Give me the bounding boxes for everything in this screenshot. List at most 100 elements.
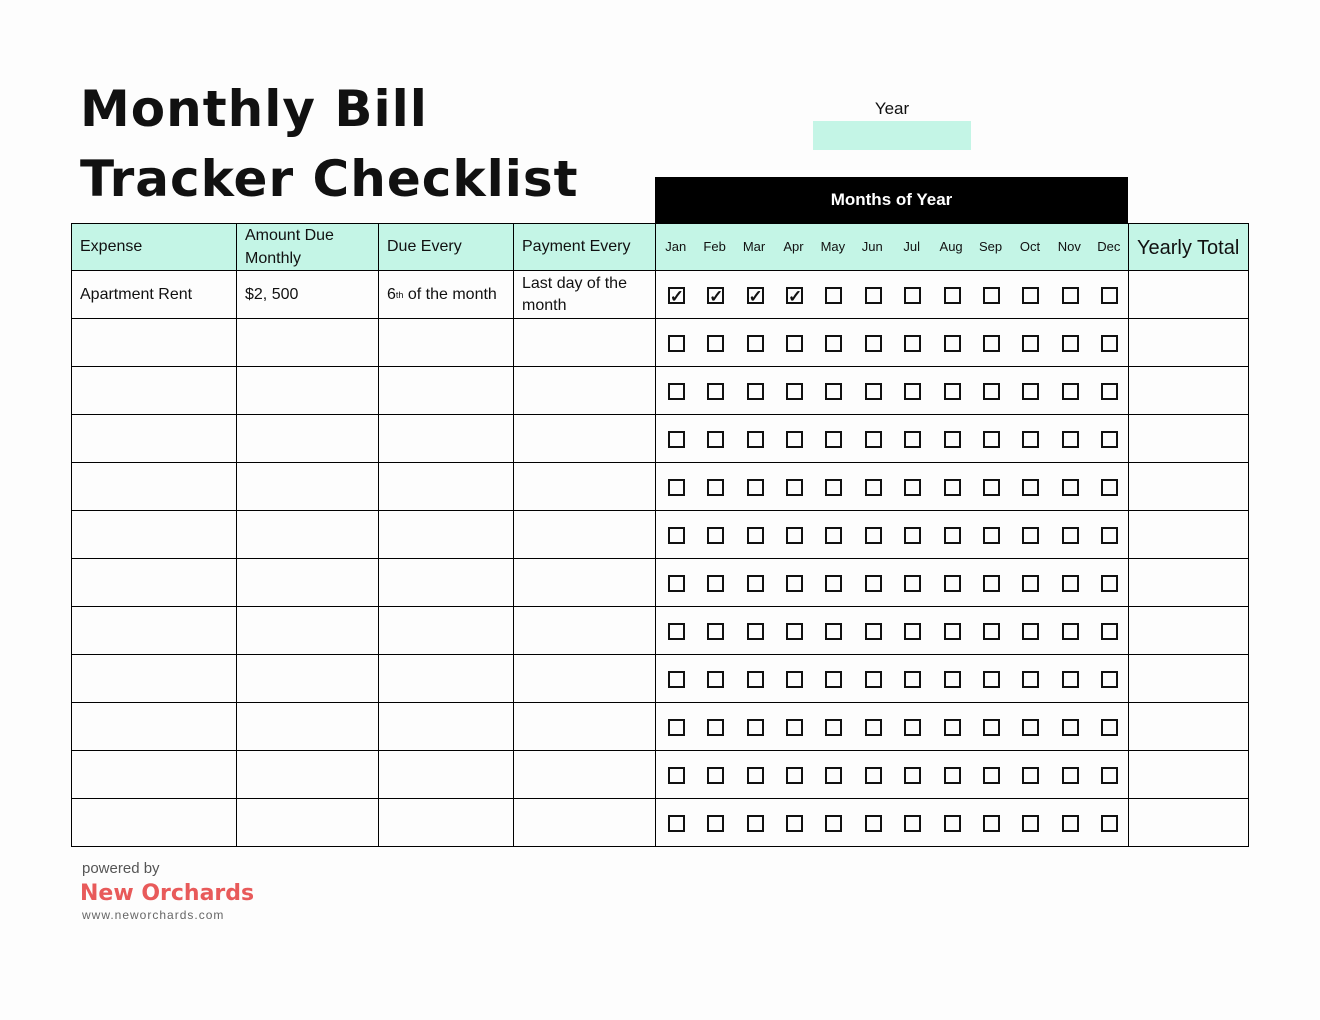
checkbox-mar[interactable] [746,815,764,832]
amount-cell[interactable] [236,510,379,559]
checkbox-oct[interactable] [1022,623,1040,640]
checkbox-jan[interactable] [667,479,685,496]
checkbox-mar[interactable] [746,719,764,736]
checkbox-jun[interactable] [864,671,882,688]
checkbox-may[interactable] [825,815,843,832]
payment-every-cell[interactable] [513,414,656,463]
checkbox-dec[interactable] [1101,527,1119,544]
checkbox-nov[interactable] [1061,527,1079,544]
due-every-cell[interactable] [378,798,514,847]
checkbox-feb[interactable] [707,719,725,736]
checkbox-feb[interactable] [707,575,725,592]
yearly-total-cell[interactable] [1128,798,1249,847]
due-every-cell[interactable] [378,702,514,751]
checkbox-aug[interactable] [943,335,961,352]
checkbox-apr[interactable] [785,335,803,352]
checkbox-mar-checked[interactable] [746,285,764,309]
amount-cell[interactable] [236,654,379,703]
payment-every-cell[interactable]: Last day of the month [513,270,656,319]
amount-cell[interactable] [236,366,379,415]
checkbox-oct[interactable] [1022,431,1040,448]
yearly-total-cell[interactable] [1128,366,1249,415]
payment-every-cell[interactable] [513,558,656,607]
payment-every-cell[interactable] [513,510,656,559]
yearly-total-cell[interactable] [1128,414,1249,463]
checkbox-dec[interactable] [1101,335,1119,352]
checkbox-jul[interactable] [904,479,922,496]
checkbox-apr[interactable] [785,575,803,592]
checkbox-jun[interactable] [864,815,882,832]
checkbox-oct[interactable] [1022,383,1040,400]
amount-cell[interactable] [236,750,379,799]
checkbox-sep[interactable] [983,287,1001,304]
checkbox-mar[interactable] [746,575,764,592]
checkbox-aug[interactable] [943,623,961,640]
checkbox-oct[interactable] [1022,767,1040,784]
checkbox-apr[interactable] [785,623,803,640]
checkbox-may[interactable] [825,527,843,544]
checkbox-nov[interactable] [1061,815,1079,832]
payment-every-cell[interactable] [513,798,656,847]
checkbox-feb[interactable] [707,431,725,448]
year-input[interactable] [813,121,971,150]
checkbox-apr[interactable] [785,527,803,544]
checkbox-oct[interactable] [1022,815,1040,832]
checkbox-jul[interactable] [904,719,922,736]
expense-cell[interactable] [71,366,237,415]
checkbox-jul[interactable] [904,815,922,832]
checkbox-feb[interactable] [707,671,725,688]
checkbox-apr[interactable] [785,431,803,448]
checkbox-jan[interactable] [667,335,685,352]
checkbox-jan[interactable] [667,383,685,400]
checkbox-sep[interactable] [983,623,1001,640]
checkbox-aug[interactable] [943,479,961,496]
checkbox-jun[interactable] [864,575,882,592]
yearly-total-cell[interactable] [1128,318,1249,367]
expense-cell[interactable] [71,558,237,607]
due-every-cell[interactable] [378,750,514,799]
checkbox-may[interactable] [825,479,843,496]
checkbox-jun[interactable] [864,719,882,736]
checkbox-nov[interactable] [1061,287,1079,304]
checkbox-feb[interactable] [707,623,725,640]
checkbox-sep[interactable] [983,767,1001,784]
checkbox-jul[interactable] [904,335,922,352]
checkbox-dec[interactable] [1101,383,1119,400]
due-every-cell[interactable] [378,606,514,655]
checkbox-aug[interactable] [943,815,961,832]
yearly-total-cell[interactable] [1128,606,1249,655]
expense-cell[interactable] [71,798,237,847]
checkbox-nov[interactable] [1061,335,1079,352]
checkbox-apr[interactable] [785,767,803,784]
checkbox-sep[interactable] [983,719,1001,736]
checkbox-mar[interactable] [746,623,764,640]
checkbox-feb-checked[interactable] [707,285,725,309]
checkbox-jun[interactable] [864,335,882,352]
checkbox-apr[interactable] [785,383,803,400]
checkbox-sep[interactable] [983,479,1001,496]
yearly-total-cell[interactable] [1128,462,1249,511]
checkbox-feb[interactable] [707,527,725,544]
payment-every-cell[interactable] [513,654,656,703]
expense-cell[interactable] [71,750,237,799]
checkbox-jan[interactable] [667,527,685,544]
payment-every-cell[interactable] [513,318,656,367]
due-every-cell[interactable] [378,414,514,463]
checkbox-jun[interactable] [864,623,882,640]
checkbox-jan[interactable] [667,815,685,832]
checkbox-may[interactable] [825,335,843,352]
checkbox-jul[interactable] [904,575,922,592]
yearly-total-cell[interactable] [1128,750,1249,799]
expense-cell[interactable]: Apartment Rent [71,270,237,319]
checkbox-jun[interactable] [864,767,882,784]
checkbox-may[interactable] [825,767,843,784]
checkbox-nov[interactable] [1061,575,1079,592]
expense-cell[interactable] [71,702,237,751]
checkbox-jun[interactable] [864,479,882,496]
checkbox-mar[interactable] [746,671,764,688]
expense-cell[interactable] [71,462,237,511]
expense-cell[interactable] [71,414,237,463]
checkbox-dec[interactable] [1101,767,1119,784]
checkbox-feb[interactable] [707,335,725,352]
checkbox-jan-checked[interactable] [667,285,685,309]
